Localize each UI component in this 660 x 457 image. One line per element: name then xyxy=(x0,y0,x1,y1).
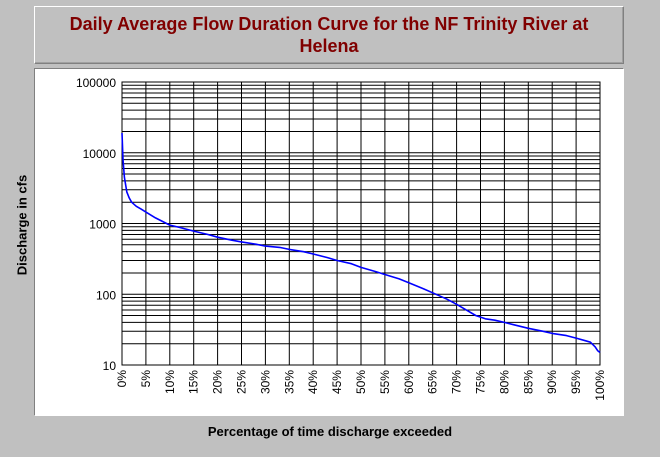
x-tick-label: 100% xyxy=(593,370,607,401)
y-axis-label: Discharge in cfs xyxy=(14,174,30,276)
y-tick-label: 10000 xyxy=(83,147,117,161)
y-tick-label: 100 xyxy=(96,288,116,302)
x-tick-label: 45% xyxy=(330,370,344,394)
x-tick-labels: 0% 5% 10% 15% 20% 25% 30% 35% 40% 45% 50% 55% 60% 65%… xyxy=(115,370,607,401)
series-layer xyxy=(121,132,601,354)
x-axis-label: Percentage of time discharge exceeded xyxy=(207,424,453,439)
title-box: Daily Average Flow Duration Curve for th… xyxy=(34,6,624,64)
chart-title: Daily Average Flow Duration Curve for th… xyxy=(69,14,589,56)
x-tick-label: 80% xyxy=(497,370,511,394)
y-tick-label: 10 xyxy=(103,359,117,373)
plot-frame xyxy=(121,81,601,366)
x-tick-label: 75% xyxy=(474,370,488,394)
x-tick-label: 30% xyxy=(258,370,272,394)
x-tick-label: 70% xyxy=(450,370,464,394)
x-tick-label: 15% xyxy=(187,370,201,394)
x-tick-label: 55% xyxy=(378,370,392,394)
x-tick-label: 95% xyxy=(569,370,583,394)
x-tick-label: 90% xyxy=(545,370,559,394)
series-line xyxy=(121,132,601,354)
x-tick-label: 25% xyxy=(235,370,249,394)
x-tick-label: 5% xyxy=(139,370,153,388)
x-tick-label: 50% xyxy=(354,370,368,394)
x-tick-label: 85% xyxy=(521,370,535,394)
x-tick-label: 0% xyxy=(115,370,129,388)
x-tick-label: 10% xyxy=(163,370,177,394)
y-tick-label: 100000 xyxy=(76,76,116,90)
y-tick-label: 1000 xyxy=(89,218,116,232)
x-tick-label: 60% xyxy=(402,370,416,394)
chart-panel xyxy=(34,68,624,416)
y-tick-labels: 10 100 1000 10000 100000 xyxy=(76,76,116,373)
grid-major xyxy=(121,82,601,366)
x-tick-label: 35% xyxy=(282,370,296,394)
x-tick-label: 40% xyxy=(306,370,320,394)
x-tick-label: 65% xyxy=(426,370,440,394)
x-tick-label: 20% xyxy=(211,370,225,394)
